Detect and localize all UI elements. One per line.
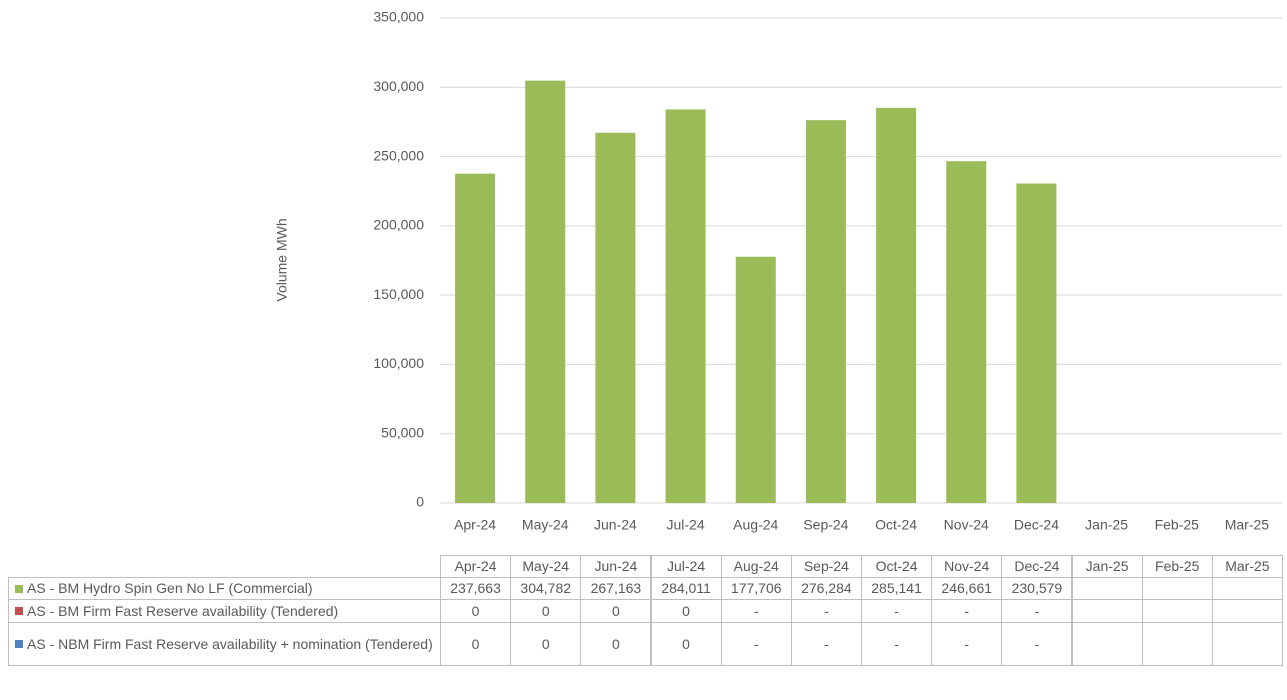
bar: [876, 107, 917, 504]
legend-swatch: [15, 640, 23, 648]
legend-swatch: [15, 584, 23, 593]
table-cell: [1071, 577, 1143, 600]
legend-label: AS - BM Hydro Spin Gen No LF (Commercial…: [27, 580, 313, 596]
table-cell: 285,141: [861, 577, 933, 600]
table-cell: 0: [510, 599, 582, 623]
table-cell: [1211, 599, 1283, 623]
bar: [455, 173, 496, 503]
table-cell: Apr-24: [440, 555, 512, 578]
table-cell: 246,661: [931, 577, 1003, 600]
bar: [595, 132, 636, 503]
y-tick-label: 100,000: [373, 355, 424, 371]
table-cell: Sep-24: [790, 555, 862, 578]
y-tick-label: 250,000: [373, 147, 424, 163]
legend-label: AS - NBM Firm Fast Reserve availability …: [27, 635, 433, 652]
y-tick-label: 0: [416, 494, 424, 510]
legend-label: AS - BM Firm Fast Reserve availability (…: [27, 602, 339, 619]
table-cell: -: [931, 622, 1003, 666]
table-cell: Feb-25: [1141, 555, 1213, 578]
legend-entry: AS - NBM Firm Fast Reserve availability …: [8, 622, 441, 666]
table-cell: Jul-24: [650, 555, 722, 578]
table-cell: -: [720, 599, 792, 623]
table-cell: -: [1001, 622, 1073, 666]
x-tick-label: Sep-24: [803, 517, 848, 533]
table-cell: 0: [650, 622, 722, 666]
table-cell: Jan-25: [1071, 555, 1143, 578]
bar: [665, 109, 706, 504]
x-tick-label: Jul-24: [667, 517, 705, 533]
table-cell: [1211, 577, 1283, 600]
table-cell: 0: [510, 622, 582, 666]
table-cell: 304,782: [510, 577, 582, 600]
table-cell: 276,284: [790, 577, 862, 600]
table-cell: [1071, 599, 1143, 623]
table-cell: [1071, 622, 1143, 666]
x-tick-label: Jan-25: [1085, 517, 1128, 533]
table-cell: -: [931, 599, 1003, 623]
legend-swatch: [15, 607, 23, 615]
bar: [525, 80, 566, 503]
y-axis-label: Volume MWh: [274, 218, 290, 301]
table-cell: 284,011: [650, 577, 722, 600]
table-cell: [1211, 622, 1283, 666]
y-tick-label: 300,000: [373, 78, 424, 94]
bar: [735, 256, 776, 503]
table-cell: [1141, 599, 1213, 623]
x-tick-label: Nov-24: [944, 517, 989, 533]
table-cell: Nov-24: [931, 555, 1003, 578]
bar: [805, 120, 846, 503]
table-cell: 230,579: [1001, 577, 1073, 600]
table-cell: 0: [650, 599, 722, 623]
table-cell: 237,663: [440, 577, 512, 600]
table-cell: -: [720, 622, 792, 666]
x-tick-label: Mar-25: [1225, 517, 1270, 533]
y-tick-label: 50,000: [381, 424, 424, 440]
table-cell: -: [861, 599, 933, 623]
table-cell: 177,706: [720, 577, 792, 600]
table-cell: 0: [580, 622, 652, 666]
x-tick-label: Feb-25: [1155, 517, 1200, 533]
legend-entry: AS - BM Hydro Spin Gen No LF (Commercial…: [8, 577, 441, 600]
y-tick-label: 350,000: [373, 9, 424, 25]
table-cell: May-24: [510, 555, 582, 578]
x-tick-label: Apr-24: [454, 517, 496, 533]
table-cell: 267,163: [580, 577, 652, 600]
table-cell: [1141, 577, 1213, 600]
x-tick-label: Dec-24: [1014, 517, 1059, 533]
table-cell: Oct-24: [861, 555, 933, 578]
table-cell: Jun-24: [580, 555, 652, 578]
x-tick-label: Aug-24: [733, 517, 778, 533]
table-cell: 0: [440, 599, 512, 623]
table-cell: Aug-24: [720, 555, 792, 578]
x-tick-label: Oct-24: [875, 517, 917, 533]
table-cell: -: [1001, 599, 1073, 623]
table-cell: [1141, 622, 1213, 666]
x-tick-label: Jun-24: [594, 517, 637, 533]
table-cell: -: [790, 622, 862, 666]
chart: Volume MWh 0 50,000 100,000 150,000 200,000 2…: [274, 9, 1282, 533]
legend-entry: AS - BM Firm Fast Reserve availability (…: [8, 599, 441, 623]
bar: [946, 161, 987, 503]
table-cell: Mar-25: [1211, 555, 1283, 578]
y-tick-label: 150,000: [373, 286, 424, 302]
y-tick-label: 200,000: [373, 217, 424, 233]
table-cell: -: [790, 599, 862, 623]
x-tick-label: May-24: [522, 517, 569, 533]
table-cell: -: [861, 622, 933, 666]
table-cell: 0: [580, 599, 652, 623]
table-cell: Dec-24: [1001, 555, 1073, 578]
table-cell: 0: [440, 622, 512, 666]
bar: [1016, 183, 1057, 503]
